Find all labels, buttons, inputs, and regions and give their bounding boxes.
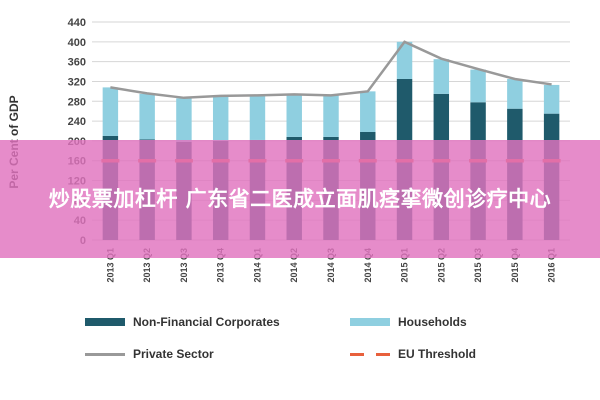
legend-swatch-households (350, 318, 390, 326)
y-tick-label: 440 (68, 17, 86, 29)
bar-households (360, 91, 376, 132)
x-tick-label: 2014 Q1 (252, 248, 262, 283)
legend-item-eu-threshold: EU Threshold (350, 347, 476, 361)
x-tick-label: 2013 Q4 (216, 248, 226, 283)
x-tick-label: 2015 Q3 (473, 248, 483, 283)
x-tick-label: 2013 Q1 (105, 248, 115, 283)
x-tick-label: 2015 Q2 (436, 248, 446, 283)
bar-households (470, 69, 486, 103)
x-tick-label: 2015 Q4 (510, 248, 520, 283)
x-axis-ticks: 2013 Q1 2013 Q2 2013 Q3 2013 Q4 2014 Q1 2014 … (105, 248, 556, 283)
legend-swatch-nonfinancial (85, 318, 125, 326)
x-tick-label: 2013 Q2 (142, 248, 152, 283)
x-tick-label: 2014 Q2 (289, 248, 299, 283)
y-tick-label: 320 (68, 76, 86, 88)
legend-item-households: Households (350, 315, 467, 329)
x-tick-label: 2015 Q1 (400, 248, 410, 283)
bar-households (139, 93, 155, 140)
x-tick-label: 2014 Q3 (326, 248, 336, 283)
y-tick-label: 360 (68, 57, 86, 69)
legend-label-eu-threshold: EU Threshold (398, 347, 477, 361)
legend-item-nonfinancial: Non-Financial Corporates (85, 315, 280, 329)
watermark-banner: 炒股票加杠杆 广东省二医成立面肌痉挛微创诊疗中心 (0, 140, 600, 258)
x-tick-label: 2016 Q1 (547, 248, 557, 283)
legend-swatch-eu-threshold (350, 352, 390, 356)
bar-households (286, 94, 302, 137)
legend-swatch-private-sector (85, 352, 125, 356)
legend-label-private-sector: Private Sector (133, 347, 214, 361)
y-tick-label: 240 (68, 116, 86, 128)
bar-households (212, 96, 229, 141)
private-sector-line (110, 40, 552, 100)
bar-households (102, 87, 119, 136)
bar-households (507, 78, 523, 109)
legend-item-private-sector: Private Sector (85, 347, 214, 361)
bar-households (323, 95, 339, 137)
bar-households (176, 98, 192, 142)
bar-households (433, 59, 450, 94)
x-tick-label: 2013 Q3 (179, 248, 189, 283)
bar-households (543, 84, 560, 114)
banner-text: 炒股票加杠杆 广东省二医成立面肌痉挛微创诊疗中心 (48, 187, 552, 211)
x-tick-label: 2014 Q4 (363, 248, 373, 283)
y-tick-label: 400 (68, 37, 86, 49)
y-tick-label: 280 (68, 96, 86, 108)
legend-label-households: Households (398, 315, 467, 329)
legend-label-nonfinancial: Non-Financial Corporates (133, 315, 280, 329)
bar-households (249, 95, 266, 140)
bar-households (396, 41, 413, 79)
